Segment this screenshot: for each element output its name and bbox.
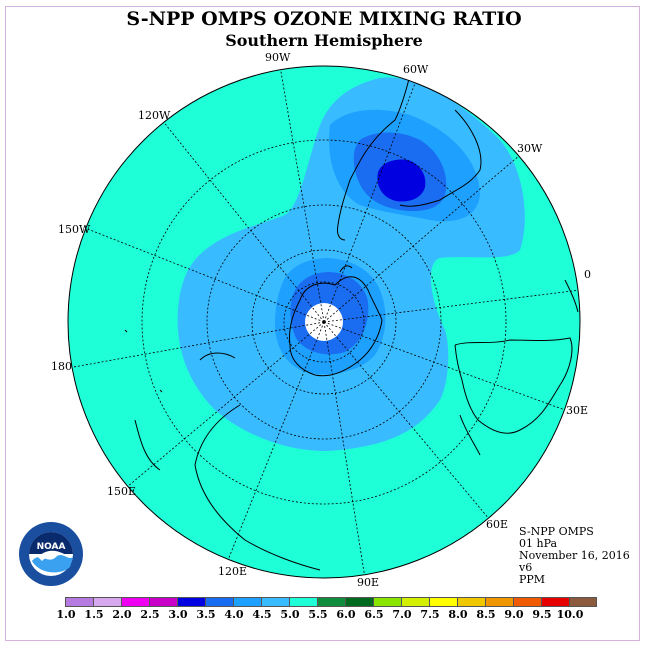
colorbar-tick-label: 7.5 (420, 608, 440, 621)
map-subtitle: Southern Hemisphere (225, 31, 423, 50)
colorbar-tick-label: 2.5 (140, 608, 160, 621)
colorbar-tick-label: 7.0 (392, 608, 412, 621)
colorbar (65, 597, 597, 607)
lon-label: 120E (218, 565, 247, 578)
colorbar-cell (345, 597, 373, 607)
logo-text: NOAA (37, 542, 66, 552)
colorbar-tick-label: 1.0 (56, 608, 76, 621)
colorbar-cell (457, 597, 485, 607)
colorbar-cell (429, 597, 457, 607)
coastlines (124, 74, 579, 571)
colorbar-cell (289, 597, 317, 607)
graticule (68, 66, 580, 578)
lon-label: 90E (357, 576, 379, 589)
colorbar-tick-label: 5.5 (308, 608, 328, 621)
colorbar-tick-label: 4.0 (224, 608, 244, 621)
colorbar-tick-label: 6.0 (336, 608, 356, 621)
info-instrument: S-NPP OMPS (519, 525, 594, 538)
figure-frame (5, 6, 640, 641)
lon-label: 60W (403, 63, 429, 76)
lon-label: 180 (51, 360, 72, 373)
map-title: S-NPP OMPS OZONE MIXING RATIO (126, 8, 522, 30)
lon-label: 120W (138, 109, 171, 122)
noaa-logo: NOAA (19, 522, 83, 586)
colorbar-cell (149, 597, 177, 607)
colorbar-cell (93, 597, 121, 607)
lon-label: 60E (486, 518, 508, 531)
colorbar-tick-label: 2.0 (112, 608, 132, 621)
colorbar-cell (373, 597, 401, 607)
lon-label: 30W (517, 142, 543, 155)
info-units: PPM (519, 573, 546, 586)
colorbar-cell (541, 597, 569, 607)
colorbar-tick-label: 9.5 (532, 608, 552, 621)
colorbar-tick-label: 5.0 (280, 608, 300, 621)
longitude-labels: 90W 60W 30W 0 30E 60E 90E 120E 150E 180 … (51, 51, 591, 589)
colorbar-tick-label: 8.5 (476, 608, 496, 621)
colorbar-cell (233, 597, 261, 607)
colorbar-tick-label: 6.5 (364, 608, 384, 621)
colorbar-cell (65, 597, 93, 607)
colorbar-cell (177, 597, 205, 607)
colorbar-labels: 1.0 1.5 2.0 2.5 3.0 3.5 4.0 4.5 5.0 5.5 6.0 6.5 7.0 7… (0, 608, 648, 622)
ozone-contour-2-5 (377, 159, 426, 202)
colorbar-cell (485, 597, 513, 607)
colorbar-tick-label: 10.0 (556, 608, 584, 621)
colorbar-tick-label: 1.5 (84, 608, 104, 621)
colorbar-tick-label: 4.5 (252, 608, 272, 621)
colorbar-tick-label: 3.5 (196, 608, 216, 621)
colorbar-cell (121, 597, 149, 607)
colorbar-tick-label: 3.0 (168, 608, 188, 621)
colorbar-tick-label: 8.0 (448, 608, 468, 621)
south-pole-marker (322, 320, 326, 324)
colorbar-tick-label: 9.0 (504, 608, 524, 621)
colorbar-cell (513, 597, 541, 607)
colorbar-cell (205, 597, 233, 607)
info-version: v6 (519, 561, 533, 574)
lon-label: 90W (265, 51, 291, 64)
colorbar-cell (569, 597, 597, 607)
info-date: November 16, 2016 (519, 549, 630, 562)
info-level: 01 hPa (519, 537, 558, 550)
colorbar-cell (401, 597, 429, 607)
map-outer-border (67, 65, 581, 579)
colorbar-cell (317, 597, 345, 607)
lon-label: 150W (58, 223, 91, 236)
lon-label: 30E (566, 404, 588, 417)
info-block: S-NPP OMPS 01 hPa November 16, 2016 v6 P… (519, 526, 630, 586)
colorbar-cell (261, 597, 289, 607)
lon-label: 150E (107, 485, 136, 498)
lon-label: 0 (584, 268, 591, 281)
